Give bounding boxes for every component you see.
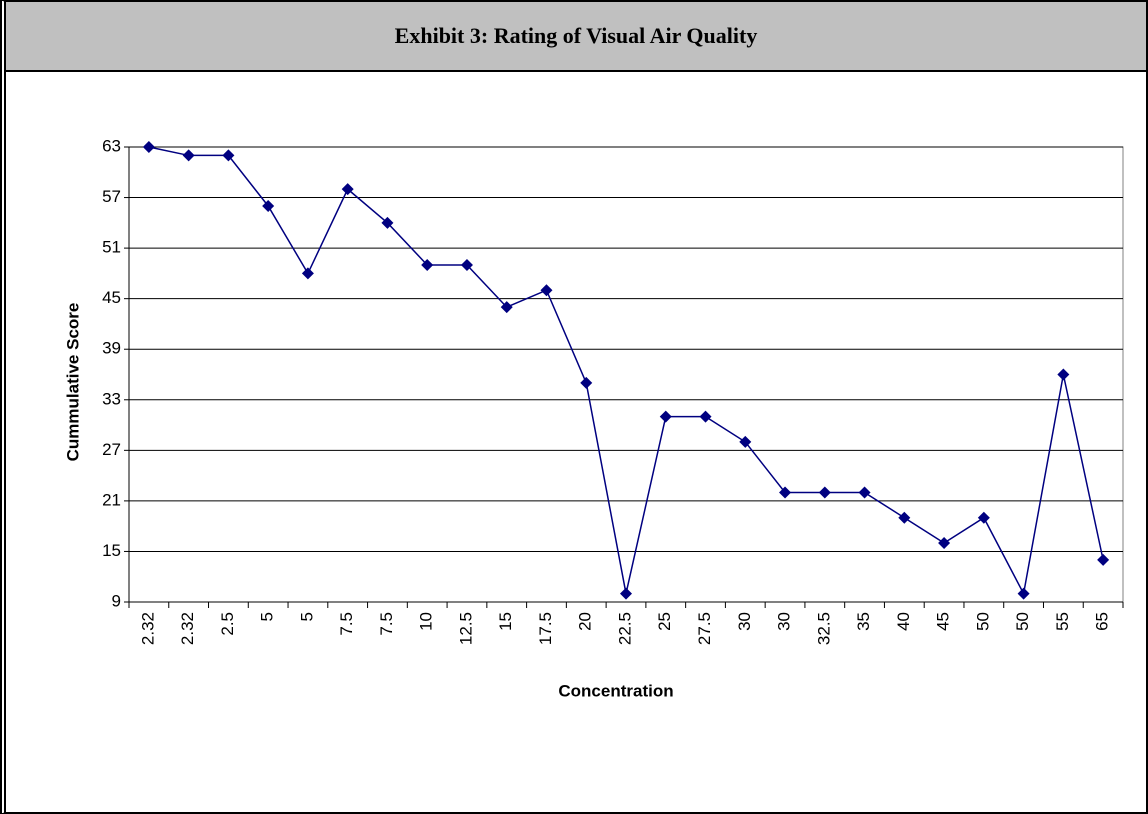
x-tick-label: 45 [934, 612, 953, 631]
x-tick-label: 35 [854, 612, 873, 631]
marker [341, 183, 354, 196]
plot-area [128, 146, 1124, 603]
x-tick-label: 5 [258, 612, 277, 621]
x-tick-label: 50 [1013, 612, 1032, 631]
x-tick-label: 17.5 [536, 612, 555, 645]
x-tick-label: 32.5 [814, 612, 833, 645]
y-tick-label: 63 [102, 136, 121, 155]
marker [620, 587, 632, 600]
y-tick-label: 9 [112, 591, 121, 610]
marker [1097, 553, 1110, 566]
y-tick-label: 39 [102, 339, 121, 358]
x-tick-label: 12.5 [456, 612, 475, 645]
x-tick-label: 7.5 [337, 612, 356, 636]
marker [977, 511, 990, 524]
marker [898, 511, 911, 524]
y-tick-label: 57 [102, 187, 121, 206]
x-tick-label: 27.5 [695, 612, 714, 645]
x-tick-label: 65 [1093, 612, 1112, 631]
marker [699, 410, 712, 423]
x-tick-label: 2.32 [138, 612, 157, 645]
marker [500, 301, 513, 314]
x-tick-label: 25 [655, 612, 674, 631]
y-tick-label: 15 [102, 541, 121, 560]
chart: Cummulative Score Concentration 9 15 21 27 3… [63, 136, 1124, 700]
x-tick-label: 10 [417, 612, 436, 631]
x-tick-label: 30 [775, 612, 794, 631]
marker [580, 376, 593, 389]
marker [301, 267, 314, 280]
marker [460, 258, 473, 271]
chart-title: Exhibit 3: Rating of Visual Air Quality [6, 2, 1146, 72]
y-tick-label: 27 [102, 440, 121, 459]
x-tick-label: 5 [297, 612, 316, 621]
x-tick-label: 40 [894, 612, 913, 631]
x-tick-label: 55 [1053, 612, 1072, 631]
marker [540, 284, 553, 297]
marker [262, 199, 275, 212]
marker [182, 149, 195, 162]
marker [1017, 587, 1030, 600]
y-axis-label: Cummulative Score [63, 303, 82, 462]
x-tick-label: 15 [496, 612, 515, 631]
x-tick-label: 7.5 [377, 612, 396, 636]
x-tick-label: 50 [973, 612, 992, 631]
marker [1057, 368, 1070, 381]
marker [659, 410, 672, 423]
x-tick-label: 30 [735, 612, 754, 631]
marker [818, 486, 831, 499]
marker [858, 486, 871, 499]
marker [381, 216, 394, 229]
marker [222, 149, 235, 162]
marker [142, 141, 155, 153]
x-tick-label: 2.32 [178, 612, 197, 645]
y-tick-label: 33 [102, 389, 121, 408]
y-tick-label: 45 [102, 288, 121, 307]
marker [421, 258, 434, 271]
marker [938, 537, 951, 550]
x-axis-label: Concentration [558, 681, 673, 700]
x-tick-label: 2.5 [218, 612, 237, 636]
y-tick-label: 51 [102, 238, 121, 257]
marker [739, 435, 752, 448]
x-tick-label: 22.5 [615, 612, 634, 645]
x-tick-label: 20 [576, 612, 595, 631]
marker [779, 486, 792, 499]
y-tick-label: 21 [102, 490, 121, 509]
